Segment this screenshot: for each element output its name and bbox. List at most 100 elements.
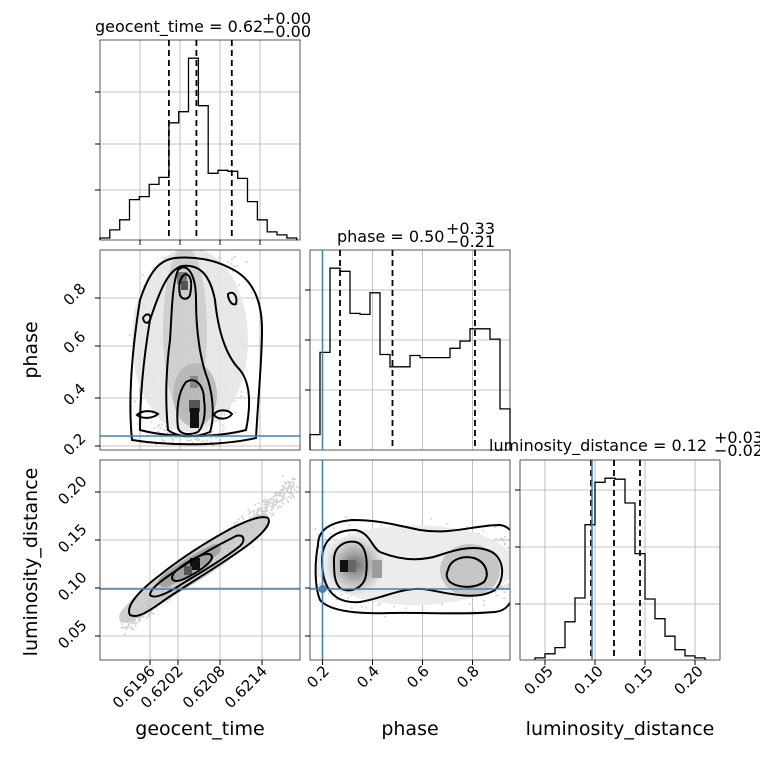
sample-point [123,626,126,628]
sample-point [255,513,258,516]
sample-point [132,620,135,623]
title-geocent-time-lower: −0.00 [262,22,311,41]
sample-point [145,616,148,619]
sample-point [292,483,295,486]
sample-point [289,481,292,484]
yticks-luminosity-distance: 0.20 0.15 0.10 0.05 [54,472,90,652]
title-phase-upper: +0.33 [446,219,495,238]
sample-point [316,533,319,536]
sample-point [287,491,290,494]
sample-point [278,491,281,494]
ytick-label: 0.4 [60,380,90,410]
yticks-phase: 0.8 0.6 0.4 0.2 [60,280,90,460]
sample-point [289,493,292,496]
sample-point [257,509,260,512]
sample-point [280,499,283,502]
sample-point [265,510,268,513]
sample-point [235,521,238,524]
sample-point [468,603,471,606]
sample-point [274,492,276,495]
sample-point [314,528,317,531]
sample-point [288,483,291,486]
sample-point [282,494,285,497]
tick-marks [95,91,696,665]
ytick-label: 0.10 [54,568,90,604]
sample-point [185,439,188,442]
sample-point [266,509,269,512]
sample-point [215,437,218,439]
sample-point [142,616,145,618]
histogram-steps [534,477,706,660]
xlabel-phase: phase [381,718,438,740]
sample-point [221,429,224,432]
sample-point [279,494,282,497]
sample-point [150,421,153,424]
sample-point [360,606,363,609]
sample-point [287,484,290,487]
sample-point [265,509,267,511]
sample-point [283,487,286,490]
sample-point [281,495,284,498]
sample-point [350,607,353,610]
sample-point [138,618,141,621]
xtick-label: 0.6 [403,662,433,692]
sample-point [282,492,285,495]
sample-point [233,411,236,414]
sample-point [138,620,141,623]
xtick-label: 0.4 [353,662,383,692]
sample-point [124,626,127,629]
sample-point [292,478,295,480]
ylabel-luminosity-distance: luminosity_distance [20,468,42,657]
panel-frame-geocent-hist [99,39,301,241]
sample-point [393,605,395,608]
ytick-label: 0.15 [54,520,90,556]
sample-point [280,500,283,502]
sample-point [204,441,207,444]
sample-point [209,436,212,439]
sample-point [231,258,233,261]
sample-point [275,498,278,501]
sample-point [161,439,164,441]
sample-point [272,495,275,498]
sample-point [256,511,259,513]
sample-point [283,487,286,490]
sample-point [232,270,234,273]
sample-point [500,537,503,540]
title-luminosity-distance: luminosity_distance = 0.12 +0.03 −0.02 [489,428,760,460]
sample-point [507,538,510,541]
sample-point [127,625,130,628]
density-geocent-vs-phase [100,250,300,446]
sample-point [295,485,298,488]
sample-point [147,615,150,618]
sample-point [242,517,245,520]
sample-point [280,499,283,502]
sample-point [196,437,199,440]
sample-point [131,622,134,625]
sample-point [163,439,165,442]
sample-point [290,489,293,492]
sample-point [507,546,510,549]
sample-point [290,486,293,489]
sample-point [269,512,272,515]
sample-point [292,478,295,481]
sample-point [269,498,272,501]
sample-point [272,498,275,501]
panel-border-geocent-vs-distance [99,459,301,661]
title-phase: phase = 0.50 +0.33 −0.21 [337,219,495,251]
sample-point [278,505,281,508]
sample-point [347,596,350,599]
sample-point [240,515,243,518]
sample-point [281,495,284,498]
sample-point [222,427,225,430]
sample-point [252,509,255,512]
sample-point [379,602,381,605]
sample-point [164,429,167,432]
sample-point [125,627,128,630]
sample-point [265,501,267,504]
sample-point [266,501,269,504]
sample-point [280,489,283,492]
sample-point [272,512,275,515]
sample-point [233,255,236,258]
sample-point [501,537,504,540]
sample-point [327,592,330,595]
